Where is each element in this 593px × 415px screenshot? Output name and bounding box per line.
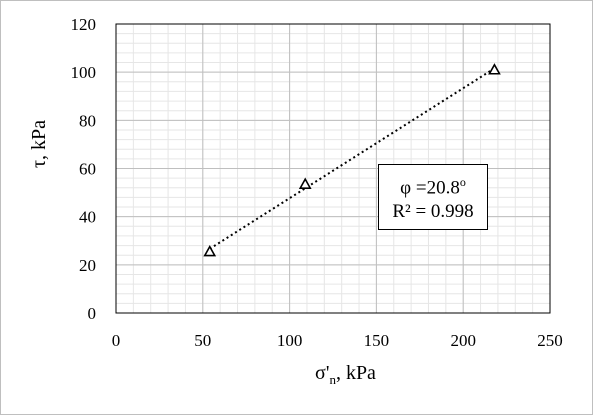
y-axis-title: τ, kPa	[28, 119, 50, 168]
x-axis-title-tail: , kPa	[335, 362, 376, 384]
x-tick-label: 200	[450, 331, 476, 350]
y-tick-labels: 0 20 40 60 80 100 120	[71, 15, 97, 323]
x-tick-label: 100	[277, 331, 303, 350]
y-tick-label: 60	[79, 160, 96, 179]
y-tick-label: 100	[71, 63, 97, 82]
data-point-marker	[298, 177, 312, 189]
x-tick-label: 250	[537, 331, 563, 350]
degree-symbol: o	[459, 174, 466, 189]
y-tick-label: 120	[71, 15, 97, 34]
data-markers	[203, 63, 501, 257]
plot-area	[115, 23, 551, 314]
trendline	[209, 67, 495, 250]
x-axis-title: σ'n, kPa	[0, 362, 593, 388]
y-tick-label: 80	[79, 111, 96, 130]
r-squared-label: R² = 0.998	[392, 201, 474, 223]
data-point-marker	[488, 63, 501, 75]
annotation-box: φ =20.8o R² = 0.998	[378, 164, 488, 230]
friction-angle-value: φ =20.8	[400, 177, 460, 199]
y-tick-label: 20	[79, 256, 96, 275]
x-axis-title-sub: n	[329, 372, 336, 387]
x-tick-label: 0	[112, 331, 121, 350]
friction-angle-label: φ =20.8o	[400, 170, 466, 200]
x-tick-label: 50	[194, 331, 211, 350]
data-point-marker	[203, 244, 217, 257]
y-tick-label: 40	[79, 208, 96, 227]
x-axis-title-main: σ'	[315, 362, 330, 384]
y-tick-label: 0	[88, 304, 97, 323]
x-tick-labels: 0 50 100 150 200 250	[112, 331, 563, 350]
x-tick-label: 150	[364, 331, 390, 350]
